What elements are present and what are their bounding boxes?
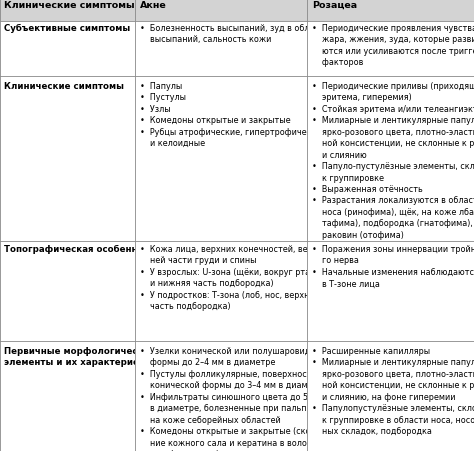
Text: •  Узелки конической или полушаровидной
    формы до 2–4 мм в диаметре
•  Пустул: • Узелки конической или полушаровидной ф…: [140, 346, 331, 451]
Text: •  Периодические проявления чувства
    жара, жжения, зуда, которые развива-
   : • Периодические проявления чувства жара,…: [312, 23, 474, 67]
Text: Субъективные симптомы: Субъективные симптомы: [4, 23, 130, 32]
Text: •  Периодические приливы (приходящая
    эритема, гиперемия)
•  Стойкая эритема : • Периодические приливы (приходящая эрит…: [312, 82, 474, 239]
Text: Первичные морфологические
элементы и их характеристика: Первичные морфологические элементы и их …: [4, 346, 161, 367]
Text: •  Кожа лица, верхних конечностей, верх-
    ней части груди и спины
•  У взросл: • Кожа лица, верхних конечностей, верх- …: [140, 244, 320, 311]
Text: •  Расширенные капилляры
•  Милиарные и лентикулярные папулы,
    ярко-розового : • Расширенные капилляры • Милиарные и ле…: [312, 346, 474, 435]
Text: Топографическая особенность: Топографическая особенность: [4, 244, 159, 253]
Text: Клинические симптомы: Клинические симптомы: [4, 0, 135, 9]
Text: Клинические симптомы: Клинические симптомы: [4, 82, 124, 91]
Text: •  Болезненность высыпаний, зуд в области
    высыпаний, сальность кожи: • Болезненность высыпаний, зуд в области…: [140, 23, 329, 44]
Text: Розацеа: Розацеа: [312, 0, 357, 9]
Text: •  Поражения зоны иннервации тройнично-
    го нерва
•  Начальные изменения набл: • Поражения зоны иннервации тройнично- г…: [312, 244, 474, 288]
Text: •  Папулы
•  Пустулы
•  Узлы
•  Комедоны открытые и закрытые
•  Рубцы атрофическ: • Папулы • Пустулы • Узлы • Комедоны отк…: [140, 82, 327, 148]
Text: Акне: Акне: [140, 0, 167, 9]
